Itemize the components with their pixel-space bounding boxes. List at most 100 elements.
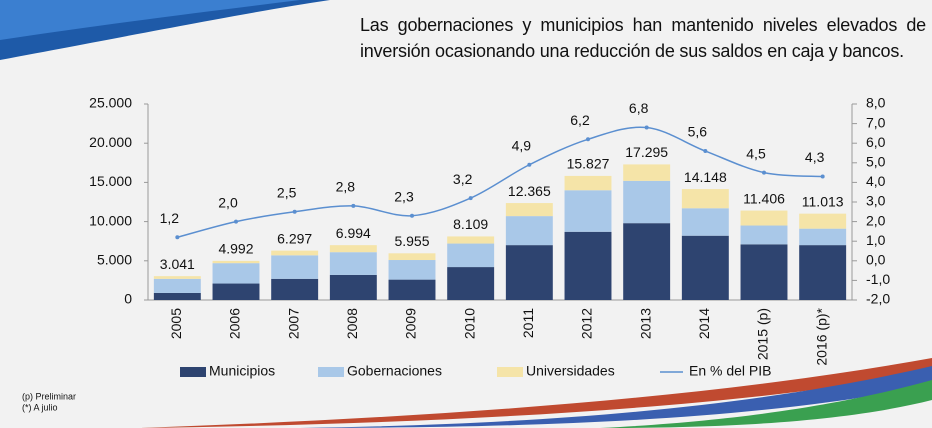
line-point (234, 219, 238, 224)
line-label: 4,9 (512, 137, 532, 153)
x-tick-label: 2016 (p)* (813, 307, 829, 365)
line-point (644, 125, 649, 130)
bar-segment (799, 245, 847, 300)
x-tick-label: 2005 (168, 308, 184, 339)
line-label: 2,3 (394, 188, 414, 204)
legend-label: En % del PIB (689, 363, 772, 379)
line-label: 2,0 (218, 194, 238, 210)
bar-segment (623, 180, 671, 224)
line-label: 2,5 (277, 185, 297, 201)
y-tick-label: 10.000 (89, 212, 132, 228)
line-label: 4,5 (746, 145, 766, 161)
bar-segment (153, 292, 201, 300)
bar-segment (212, 263, 260, 284)
bar-segment (681, 208, 729, 236)
bar-segment (329, 274, 377, 300)
line-label: 3,2 (453, 171, 473, 187)
legend-label: Universidades (526, 363, 615, 379)
total-label: 15.827 (567, 156, 610, 172)
bar-segment (505, 216, 553, 246)
x-tick-label: 2013 (637, 308, 653, 339)
bar-segment (681, 235, 729, 300)
x-tick-label: 2012 (579, 308, 595, 339)
bar-segment (329, 252, 377, 275)
total-label: 4.992 (218, 241, 253, 257)
line-point (351, 203, 356, 208)
y2-tick-label: 2,0 (866, 212, 886, 228)
legend-swatch (180, 367, 206, 377)
line-point (703, 149, 708, 154)
line-point (410, 213, 414, 218)
line-label: 6,8 (629, 100, 649, 116)
bar-segment (564, 175, 612, 191)
legend-label: Gobernaciones (347, 363, 442, 379)
bar-segment (564, 231, 612, 300)
line-point (292, 209, 297, 214)
bar-segment (271, 255, 319, 279)
footnote: (*) A julio (22, 402, 58, 412)
line-label: 6,2 (570, 112, 590, 128)
total-label: 14.148 (684, 169, 727, 185)
line-label: 4,3 (805, 149, 825, 165)
bar-segment (740, 244, 788, 300)
swoosh-green (600, 380, 932, 428)
line-point (175, 235, 180, 240)
y2-tick-label: -2,0 (866, 291, 890, 307)
bar-segment (799, 228, 847, 246)
footnote: (p) Preliminar (22, 391, 76, 401)
line-label: 2,8 (336, 179, 356, 195)
x-tick-label: 2008 (344, 308, 360, 339)
y2-tick-label: 5,0 (866, 154, 886, 170)
x-tick-label: 2007 (285, 308, 301, 339)
y2-tick-label: 7,0 (866, 114, 886, 130)
x-tick-label: 2015 (p) (755, 308, 771, 360)
y2-tick-label: 6,0 (866, 134, 886, 150)
bar-segment (799, 213, 847, 229)
bar-segment (447, 236, 495, 244)
line-label: 5,6 (688, 124, 708, 140)
swoosh (140, 358, 932, 428)
y-tick-label: 15.000 (89, 173, 132, 189)
bar-segment (623, 223, 671, 300)
bar-segment (505, 245, 553, 300)
y2-tick-label: 4,0 (866, 173, 886, 189)
bar-segment (681, 189, 729, 209)
line-point (586, 137, 590, 142)
heading: Las gobernaciones y municipios han mante… (360, 15, 926, 61)
total-label: 11.406 (743, 190, 785, 206)
bar-segment (740, 225, 788, 245)
bar-segment (212, 260, 260, 264)
y-tick-label: 25.000 (89, 95, 132, 111)
x-tick-label: 2006 (227, 308, 243, 339)
bar-segment (212, 283, 260, 300)
total-label: 11.013 (802, 193, 844, 209)
bar-segment (564, 190, 612, 232)
bar-segment (388, 279, 436, 300)
bar-segment (447, 267, 495, 300)
x-tick-label: 2009 (403, 308, 419, 339)
swoosh-blue (300, 366, 932, 428)
y2-tick-label: 8,0 (866, 95, 886, 111)
bar-segment (388, 260, 436, 280)
line-point (762, 170, 766, 175)
y-tick-label: 5.000 (97, 252, 132, 268)
line-label: 1,2 (160, 210, 180, 226)
bar-segment (329, 245, 377, 253)
y-tick-label: 0 (124, 291, 132, 307)
line-point (527, 162, 532, 167)
total-label: 17.295 (625, 144, 668, 160)
y2-tick-label: 0,0 (866, 252, 886, 268)
total-label: 5.955 (394, 233, 429, 249)
x-tick-label: 2014 (696, 308, 712, 339)
bar-segment (153, 276, 201, 279)
legend-label: Municipios (209, 363, 275, 379)
total-label: 8.109 (453, 216, 488, 232)
total-label: 6.994 (336, 225, 371, 241)
legend-swatch (497, 367, 523, 377)
banner-light (0, 0, 300, 40)
total-label: 12.365 (508, 183, 551, 199)
y2-tick-label: 1,0 (866, 232, 886, 248)
bar-segment (623, 164, 671, 181)
total-label: 6.297 (277, 230, 312, 246)
